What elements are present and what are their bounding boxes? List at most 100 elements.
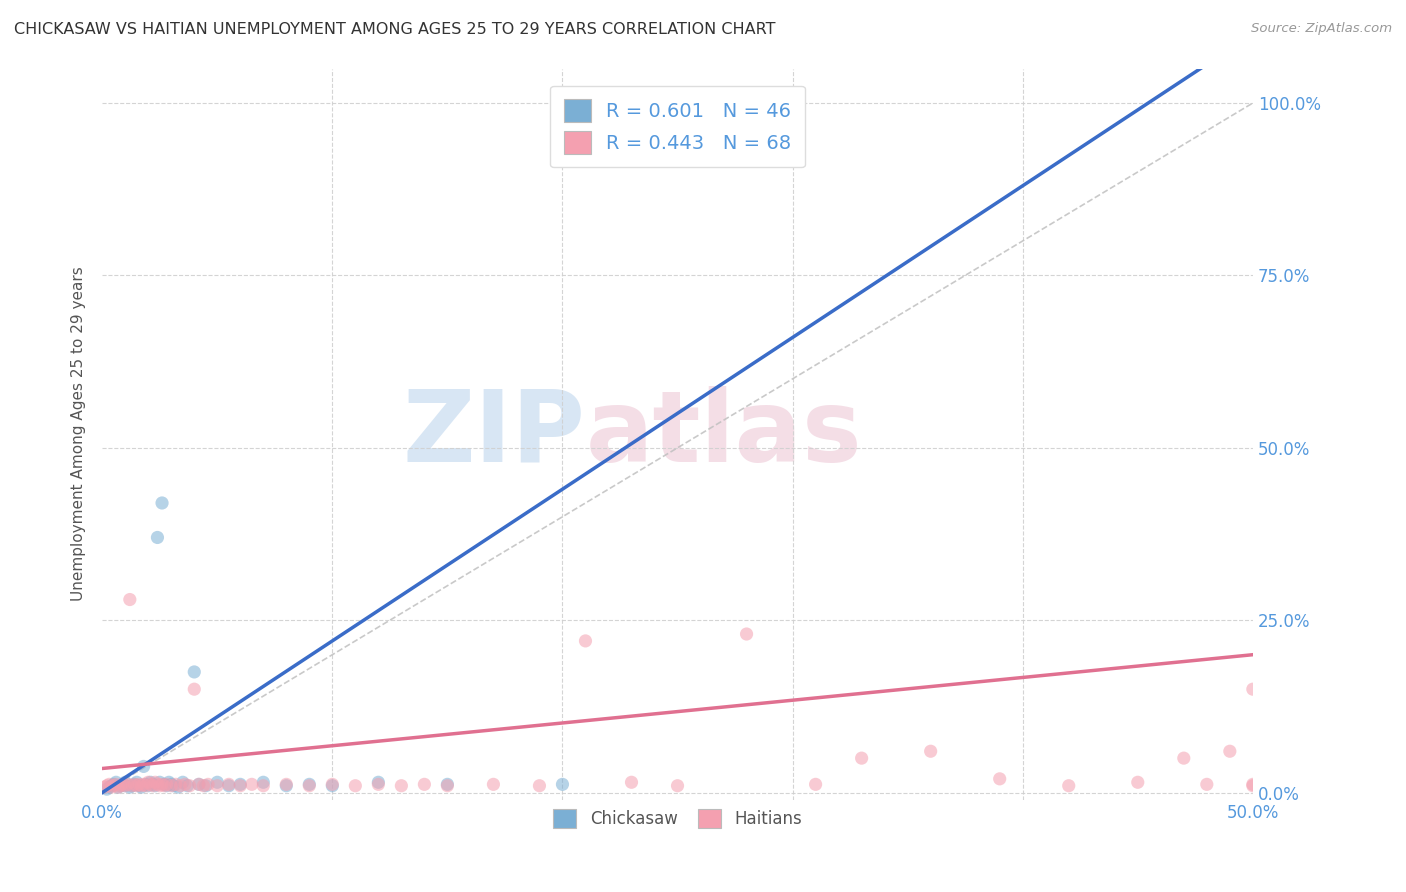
Point bbox=[121, 779, 143, 793]
Point bbox=[735, 627, 758, 641]
Point bbox=[851, 751, 873, 765]
Point bbox=[143, 775, 166, 789]
Point bbox=[96, 782, 118, 797]
Point bbox=[367, 777, 389, 791]
Point bbox=[149, 775, 172, 789]
Point bbox=[150, 777, 173, 791]
Point bbox=[389, 779, 412, 793]
Point bbox=[229, 777, 252, 791]
Point bbox=[136, 779, 159, 793]
Point bbox=[157, 775, 180, 789]
Point bbox=[193, 779, 215, 793]
Point bbox=[132, 759, 155, 773]
Point bbox=[482, 777, 505, 791]
Text: Source: ZipAtlas.com: Source: ZipAtlas.com bbox=[1251, 22, 1392, 36]
Point bbox=[132, 777, 155, 791]
Point bbox=[131, 780, 153, 794]
Point bbox=[135, 779, 157, 793]
Point bbox=[276, 777, 298, 791]
Point bbox=[187, 777, 209, 791]
Point bbox=[187, 777, 209, 791]
Point bbox=[150, 496, 173, 510]
Point bbox=[139, 777, 162, 791]
Point bbox=[125, 775, 148, 789]
Point bbox=[174, 777, 197, 791]
Point bbox=[252, 779, 274, 793]
Point bbox=[176, 779, 198, 793]
Point bbox=[118, 592, 141, 607]
Point bbox=[114, 775, 136, 789]
Point bbox=[128, 777, 150, 791]
Point bbox=[321, 777, 343, 791]
Point bbox=[620, 775, 643, 789]
Point bbox=[135, 777, 157, 791]
Point bbox=[143, 779, 166, 793]
Point bbox=[110, 779, 132, 793]
Point bbox=[136, 775, 159, 789]
Point bbox=[124, 777, 146, 791]
Point bbox=[100, 780, 122, 794]
Point bbox=[194, 779, 217, 793]
Point bbox=[114, 779, 136, 793]
Point bbox=[920, 744, 942, 758]
Point bbox=[167, 780, 190, 794]
Point bbox=[551, 777, 574, 791]
Point bbox=[1195, 777, 1218, 791]
Point bbox=[121, 779, 143, 793]
Point bbox=[98, 777, 121, 791]
Point bbox=[183, 682, 205, 697]
Point bbox=[179, 779, 201, 793]
Text: ZIP: ZIP bbox=[402, 385, 585, 483]
Point bbox=[574, 634, 596, 648]
Point bbox=[111, 777, 134, 791]
Point bbox=[165, 777, 187, 791]
Point bbox=[1126, 775, 1149, 789]
Point bbox=[156, 777, 179, 791]
Point bbox=[110, 779, 132, 793]
Point bbox=[169, 779, 191, 793]
Point bbox=[125, 779, 148, 793]
Point bbox=[146, 777, 169, 791]
Text: CHICKASAW VS HAITIAN UNEMPLOYMENT AMONG AGES 25 TO 29 YEARS CORRELATION CHART: CHICKASAW VS HAITIAN UNEMPLOYMENT AMONG … bbox=[14, 22, 776, 37]
Point bbox=[172, 775, 194, 789]
Point bbox=[139, 775, 162, 789]
Point bbox=[149, 779, 172, 793]
Point bbox=[1241, 682, 1264, 697]
Point bbox=[107, 780, 129, 794]
Point bbox=[118, 780, 141, 794]
Point bbox=[252, 775, 274, 789]
Point bbox=[218, 777, 240, 791]
Point bbox=[321, 779, 343, 793]
Point bbox=[988, 772, 1011, 786]
Y-axis label: Unemployment Among Ages 25 to 29 years: Unemployment Among Ages 25 to 29 years bbox=[72, 267, 86, 601]
Legend: Chickasaw, Haitians: Chickasaw, Haitians bbox=[547, 803, 808, 835]
Point bbox=[93, 780, 115, 794]
Text: atlas: atlas bbox=[585, 385, 862, 483]
Point bbox=[100, 779, 122, 793]
Point bbox=[107, 780, 129, 794]
Point bbox=[367, 775, 389, 789]
Point bbox=[103, 777, 125, 791]
Point bbox=[124, 777, 146, 791]
Point bbox=[229, 779, 252, 793]
Point bbox=[105, 777, 128, 791]
Point bbox=[156, 779, 179, 793]
Point bbox=[1241, 779, 1264, 793]
Point bbox=[146, 531, 169, 545]
Point bbox=[344, 779, 367, 793]
Point bbox=[1057, 779, 1080, 793]
Point bbox=[276, 779, 298, 793]
Point bbox=[160, 777, 183, 791]
Point bbox=[1173, 751, 1195, 765]
Point bbox=[98, 780, 121, 794]
Point bbox=[96, 779, 118, 793]
Point bbox=[160, 779, 183, 793]
Point bbox=[142, 777, 165, 791]
Point bbox=[111, 777, 134, 791]
Point bbox=[207, 779, 229, 793]
Point bbox=[207, 775, 229, 789]
Point bbox=[114, 779, 136, 793]
Point bbox=[153, 779, 176, 793]
Point bbox=[240, 777, 263, 791]
Point bbox=[298, 779, 321, 793]
